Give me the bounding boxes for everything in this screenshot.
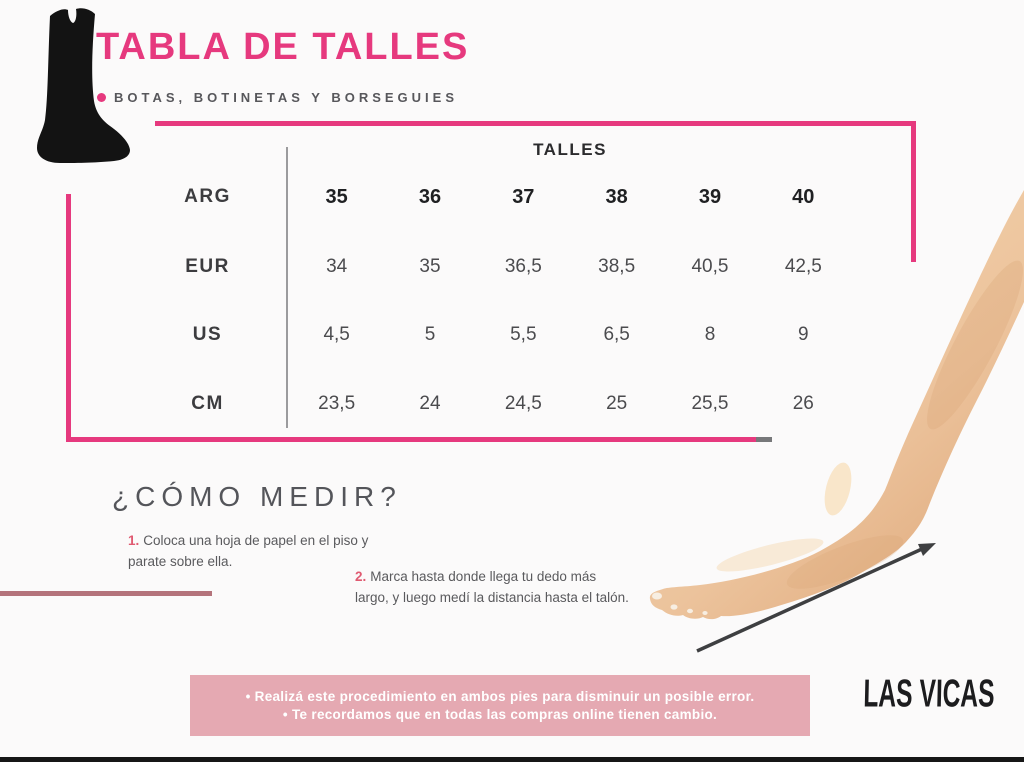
cell-cm-2: 24 (419, 393, 441, 414)
cell-arg-3: 37 (512, 186, 535, 208)
frame-line-left (66, 194, 71, 440)
cell-eur-5: 40,5 (691, 256, 729, 277)
frame-line-top (155, 121, 913, 126)
cell-arg-4: 38 (605, 186, 628, 208)
cell-us-1: 4,5 (323, 324, 350, 345)
cell-eur-1: 34 (326, 256, 348, 277)
row-label-us: US (192, 324, 223, 345)
cell-eur-6: 42,5 (784, 256, 822, 277)
toenail-4 (702, 611, 708, 615)
frame-line-bottom-tip (756, 437, 772, 442)
measure-arrow-icon (696, 543, 936, 653)
leg-shading (927, 260, 1023, 430)
cell-arg-2: 36 (418, 186, 442, 208)
footer-note-1: • Realizá este procedimiento en ambos pi… (245, 689, 755, 704)
foot-shading (786, 535, 904, 589)
table-row-eur: 34 35 36,5 38,5 40,5 42,5 (290, 253, 850, 281)
step-2-text: Marca hasta donde llega tu dedo más larg… (355, 569, 629, 605)
toenail-2 (670, 604, 678, 610)
table-header: TALLES (533, 140, 607, 159)
footer-note-2: • Te recordamos que en todas las compras… (282, 707, 718, 722)
cell-us-6: 9 (798, 324, 809, 345)
subtitle-row: BOTAS, BOTINETAS Y BORSEGUIES (97, 90, 458, 105)
cell-arg-1: 35 (325, 186, 348, 208)
footer-note-banner: • Realizá este procedimiento en ambos pi… (190, 675, 810, 736)
page-title: TABLA DE TALLES (96, 26, 470, 68)
cell-us-3: 5,5 (510, 324, 537, 345)
toenail-3 (687, 608, 693, 614)
measure-step-1: 1. Coloca una hoja de papel en el piso y … (128, 531, 380, 573)
frame-line-right (911, 121, 916, 262)
page-subtitle: BOTAS, BOTINETAS Y BORSEGUIES (114, 90, 459, 105)
cell-cm-4: 25 (606, 393, 628, 414)
row-label-arg: ARG (184, 186, 231, 207)
bullet-dot-icon (97, 93, 106, 102)
cell-eur-3: 36,5 (504, 256, 542, 277)
cell-us-4: 6,5 (603, 324, 630, 345)
row-label-eur: EUR (185, 256, 230, 277)
cell-cm-6: 26 (792, 393, 814, 414)
cell-us-2: 5 (424, 324, 436, 345)
cell-cm-3: 24,5 (504, 393, 542, 414)
table-row-us: 4,5 5 5,5 6,5 8 9 (290, 321, 850, 349)
measure-step-2: 2. Marca hasta donde llega tu dedo más la… (355, 567, 633, 609)
boot-icon (37, 8, 130, 163)
cell-us-5: 8 (704, 324, 716, 345)
table-divider (286, 147, 288, 428)
rose-divider-line (0, 591, 212, 596)
step-2-number: 2. (355, 569, 367, 584)
bottom-black-bar (0, 757, 1024, 762)
step-1-number: 1. (128, 533, 140, 548)
cell-eur-2: 35 (419, 256, 441, 277)
step-1-text: Coloca una hoja de papel en el piso y pa… (128, 533, 369, 569)
table-row-arg: 35 36 37 38 39 40 (290, 183, 850, 211)
ankle-highlight (824, 462, 852, 516)
table-row-cm: 23,5 24 24,5 25 25,5 26 (290, 390, 850, 418)
row-label-cm: CM (191, 393, 224, 414)
cell-cm-1: 23,5 (318, 393, 356, 414)
cell-eur-4: 38,5 (598, 256, 636, 277)
how-to-measure-heading: ¿CÓMO MEDIR? (112, 481, 402, 512)
cell-arg-5: 39 (698, 186, 722, 208)
cell-arg-6: 40 (792, 186, 815, 208)
toenail-1 (652, 592, 662, 600)
cell-cm-5: 25,5 (691, 393, 729, 414)
frame-line-bottom (66, 437, 756, 442)
instep-highlight (716, 538, 824, 572)
brand-logo: LAS VICAS (862, 672, 996, 716)
